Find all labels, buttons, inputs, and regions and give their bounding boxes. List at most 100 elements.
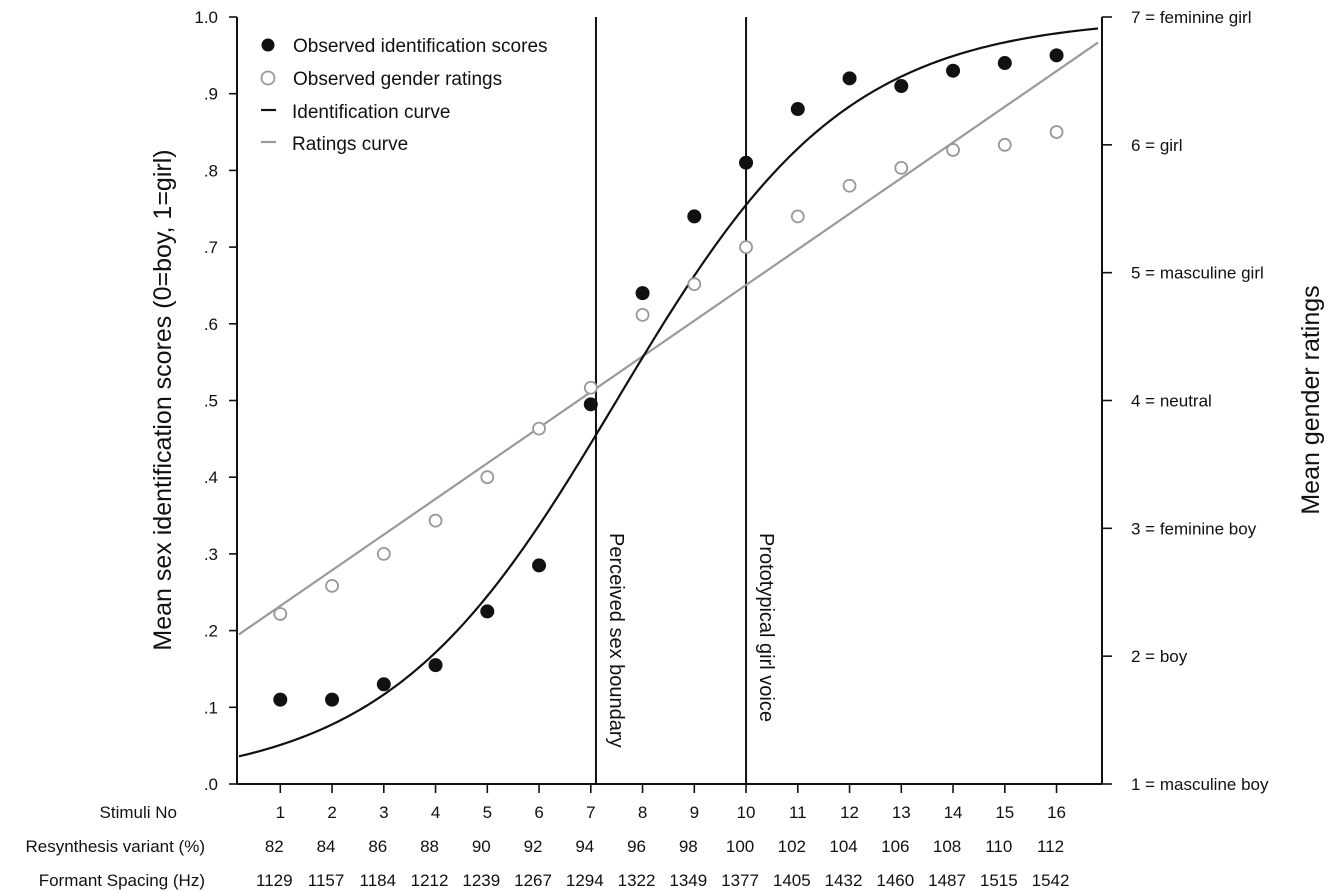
x-row-value: 96 bbox=[627, 837, 646, 856]
gender-rating-point bbox=[325, 578, 339, 593]
x-row-value: 1212 bbox=[411, 871, 449, 890]
ratings-curve bbox=[238, 41, 1099, 636]
x-row-value: 100 bbox=[726, 837, 754, 856]
gender-rating-point bbox=[532, 421, 546, 436]
x-row-value: 11 bbox=[789, 803, 807, 822]
left-tick-label: .2 bbox=[204, 622, 218, 641]
right-tick-label: 1 = masculine boy bbox=[1131, 775, 1269, 794]
x-row-value: 1294 bbox=[566, 871, 604, 890]
x-row-value: 104 bbox=[829, 837, 857, 856]
x-row-value: 110 bbox=[985, 837, 1012, 856]
left-tick-label: .3 bbox=[204, 545, 218, 564]
x-row-value: 5 bbox=[483, 803, 492, 822]
x-row-value: 112 bbox=[1037, 837, 1064, 856]
x-row-value: 16 bbox=[1047, 803, 1066, 822]
identification-point bbox=[635, 286, 650, 301]
x-row-value: 1157 bbox=[308, 871, 345, 890]
x-row-value: 15 bbox=[995, 803, 1014, 822]
x-row-value: 13 bbox=[892, 803, 911, 822]
right-tick-label: 3 = feminine boy bbox=[1131, 519, 1257, 538]
x-row-value: 1432 bbox=[825, 871, 863, 890]
right-tick-label: 7 = feminine girl bbox=[1131, 8, 1251, 27]
legend-label: Observed gender ratings bbox=[293, 69, 502, 90]
data-points bbox=[273, 48, 1064, 707]
identification-point bbox=[480, 604, 495, 619]
gender-rating-point bbox=[428, 513, 443, 528]
x-row-label: Stimuli No bbox=[100, 803, 177, 822]
x-row-value: 14 bbox=[944, 803, 963, 822]
left-tick-label: .7 bbox=[204, 238, 218, 257]
x-row-value: 8 bbox=[638, 803, 647, 822]
left-tick-label: 1.0 bbox=[194, 8, 218, 27]
x-row-value: 7 bbox=[586, 803, 595, 822]
gender-rating-point bbox=[583, 380, 598, 395]
legend-marker-open bbox=[260, 70, 276, 86]
gender-rating-point bbox=[480, 470, 495, 485]
legend-marker-filled bbox=[261, 38, 275, 52]
left-tick-label: .8 bbox=[204, 161, 218, 180]
annotation-label: Perceived sex boundary bbox=[605, 533, 627, 748]
gender-rating-point bbox=[376, 547, 391, 561]
x-row-value: 1129 bbox=[256, 871, 293, 890]
gender-rating-point bbox=[894, 160, 909, 175]
x-row-value: 1515 bbox=[980, 871, 1018, 890]
identification-point bbox=[687, 209, 702, 224]
identification-point bbox=[790, 102, 805, 117]
gender-rating-point bbox=[1049, 125, 1064, 139]
x-row-value: 10 bbox=[737, 803, 756, 822]
x-row-value: 12 bbox=[840, 803, 859, 822]
x-row-value: 82 bbox=[265, 837, 284, 856]
right-tick-label: 6 = girl bbox=[1131, 136, 1183, 155]
identification-point bbox=[376, 677, 391, 692]
left-axis-title: Mean sex identification scores (0=boy, 1… bbox=[149, 149, 177, 650]
left-tick-label: .5 bbox=[204, 392, 218, 411]
legend-label: Ratings curve bbox=[292, 134, 408, 155]
x-row-value: 98 bbox=[679, 837, 698, 856]
identification-point bbox=[532, 558, 547, 573]
identification-point bbox=[842, 71, 857, 86]
right-tick-label: 5 = masculine girl bbox=[1131, 264, 1264, 283]
x-row-value: 106 bbox=[881, 837, 909, 856]
x-row-value: 1267 bbox=[514, 871, 552, 890]
gender-rating-point bbox=[687, 277, 702, 292]
gender-rating-point bbox=[997, 137, 1012, 152]
identification-point bbox=[894, 79, 909, 94]
right-axis-title: Mean gender ratings bbox=[1297, 285, 1325, 514]
left-tick-label: .9 bbox=[204, 85, 218, 104]
left-tick-label: .6 bbox=[204, 315, 218, 334]
identification-curve bbox=[238, 27, 1099, 758]
left-tick-label: .1 bbox=[204, 698, 218, 717]
x-row-value: 1 bbox=[276, 803, 285, 822]
gender-rating-point bbox=[842, 178, 857, 193]
legend-label: Identification curve bbox=[292, 102, 450, 123]
x-row-value: 92 bbox=[524, 837, 543, 856]
x-row-value: 94 bbox=[575, 837, 594, 856]
right-tick-label: 2 = boy bbox=[1131, 647, 1188, 666]
identification-point bbox=[997, 56, 1012, 71]
identification-point bbox=[583, 397, 598, 412]
gender-rating-point bbox=[273, 607, 288, 621]
x-row-value: 1349 bbox=[669, 871, 707, 890]
x-row-value: 1184 bbox=[360, 871, 397, 890]
x-row-value: 90 bbox=[472, 837, 491, 856]
identification-point bbox=[428, 658, 443, 673]
axis-labels: Stimuli No 1 2 3 4 5 6 7 8 9 10 11 12 13 14 15 16Resynth… bbox=[25, 149, 1325, 890]
gender-rating-point bbox=[635, 307, 650, 322]
identification-point bbox=[946, 63, 961, 78]
x-row-value: 102 bbox=[778, 837, 806, 856]
identification-point bbox=[325, 692, 340, 707]
x-row-value: 9 bbox=[690, 803, 699, 822]
gender-rating-point bbox=[739, 240, 753, 255]
left-tick-label: .4 bbox=[204, 468, 218, 487]
x-row-value: 1377 bbox=[721, 871, 759, 890]
identification-point bbox=[273, 692, 288, 707]
x-row-value: 1322 bbox=[618, 871, 656, 890]
x-row-value: 1460 bbox=[876, 871, 914, 890]
x-row-value: 1542 bbox=[1032, 871, 1070, 890]
x-row-label: Formant Spacing (Hz) bbox=[39, 871, 205, 890]
gender-rating-point bbox=[946, 143, 960, 157]
identification-point bbox=[739, 155, 754, 170]
x-row-label: Resynthesis variant (%) bbox=[25, 837, 205, 856]
identification-point bbox=[1049, 48, 1064, 63]
